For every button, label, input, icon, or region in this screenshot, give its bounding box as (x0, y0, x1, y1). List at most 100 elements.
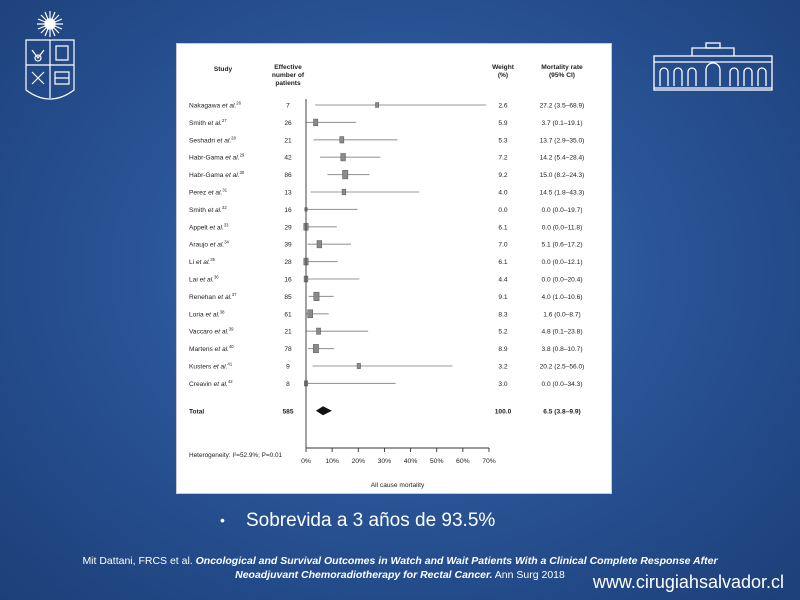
study-weight: 7.0 (498, 242, 507, 249)
study-ci-text: 15.0 (8.2–24.3) (540, 172, 585, 179)
study-ci-text: 1.6 (0.0–8.7) (543, 311, 580, 318)
study-patients: 86 (284, 172, 292, 179)
hospital-building-logo (653, 42, 773, 91)
bullet-marker: • (220, 512, 225, 528)
study-patients: 21 (284, 329, 292, 336)
study-patients: 78 (284, 346, 292, 353)
x-tick-label: 30% (378, 458, 392, 465)
study-point-estimate (316, 327, 321, 335)
study-point-estimate (375, 102, 379, 108)
study-ci-text: 20.2 (2.5–56.0) (540, 364, 585, 371)
university-crest-logo (25, 11, 75, 100)
study-label: Renehan et al.37 (189, 292, 237, 301)
summary-bullet: • Sobrevida a 3 años de 93.5% (220, 510, 640, 540)
study-label: Kusters et al.41 (189, 362, 233, 371)
x-tick-label: 70% (482, 458, 496, 465)
citation: Mit Dattani, FRCS et al. Oncological and… (30, 554, 770, 582)
x-tick-label: 40% (404, 458, 418, 465)
study-label: Smith et al.32 (189, 205, 227, 214)
citation-title-part-2: Neoadjuvant Chemoradiotherapy for Rectal… (235, 569, 493, 581)
study-weight: 5.3 (498, 137, 507, 144)
header-effective-n: patients (275, 80, 301, 87)
header-mortality-rate: (95% CI) (549, 72, 575, 79)
header-mortality-rate: Mortality rate (541, 64, 583, 71)
study-point-estimate (313, 118, 319, 127)
study-ci-text: 3.7 (0.1–19.1) (541, 120, 582, 127)
study-point-estimate (340, 153, 346, 162)
study-weight: 2.6 (498, 103, 507, 110)
header-effective-n: number of (272, 72, 305, 79)
study-point-estimate (313, 344, 319, 354)
x-axis-title: All cause mortality (371, 482, 425, 489)
total-label: Total (189, 408, 204, 415)
pooled-estimate-diamond (315, 406, 332, 416)
study-patients: 29 (284, 224, 292, 231)
study-weight: 7.2 (498, 155, 507, 162)
study-label: Araujo et al.34 (189, 240, 230, 249)
study-weight: 4.0 (498, 190, 507, 197)
study-patients: 26 (284, 120, 292, 127)
study-weight: 4.4 (498, 277, 507, 284)
study-point-estimate (339, 136, 345, 144)
x-tick-label: 10% (325, 458, 339, 465)
study-label: Loria et al.38 (189, 309, 225, 318)
study-patients: 61 (284, 311, 292, 318)
study-ci-text: 0.0 (0.0–20.4) (541, 277, 582, 284)
study-ci-text: 0.0 (0.0–11.8) (542, 224, 583, 231)
study-label: Habr-Gama et al.29 (189, 153, 245, 162)
heterogeneity-text: Heterogeneity: I²=52.9%; P=0.01 (189, 452, 283, 459)
study-weight: 3.0 (498, 381, 507, 388)
study-patients: 9 (286, 364, 290, 371)
study-point-estimate (316, 240, 322, 249)
study-label: Habr-Gama et al.30 (189, 170, 245, 179)
study-label: Seshadri et al.28 (189, 135, 236, 144)
citation-line-2: Neoadjuvant Chemoradiotherapy for Rectal… (30, 568, 770, 582)
citation-line-1: Mit Dattani, FRCS et al. Oncological and… (30, 554, 770, 568)
study-label: Martens et al.40 (189, 344, 234, 353)
study-patients: 21 (284, 137, 292, 144)
header-weight: Weight (492, 64, 515, 71)
study-patients: 28 (284, 259, 292, 266)
forest-plot-panel: Study Effective number of patients Weight (%)… (176, 43, 612, 494)
study-weight: 6.1 (498, 259, 507, 266)
study-weight: 9.2 (498, 172, 507, 179)
study-patients: 8 (286, 381, 290, 388)
bullet-text: Sobrevida a 3 años de 93.5% (246, 510, 496, 531)
study-weight: 5.2 (498, 329, 507, 336)
study-point-estimate (356, 363, 361, 369)
header-weight: (%) (498, 72, 508, 79)
study-point-estimate (313, 291, 320, 301)
total-weight: 100.0 (495, 408, 512, 415)
study-ci-text: 3.8 (0.8–10.7) (541, 346, 582, 353)
total-ci-text: 6.5 (3.8–9.9) (543, 408, 580, 415)
study-label: Creavin et al.42 (189, 379, 233, 388)
study-label: Appelt et al.33 (189, 222, 229, 231)
study-label: Lai et al.36 (189, 275, 219, 284)
study-patients: 39 (284, 242, 292, 249)
study-patients: 7 (286, 103, 290, 110)
citation-authors: Mit Dattani, FRCS et al. (82, 555, 193, 567)
x-tick-label: 50% (430, 458, 444, 465)
study-point-estimate (342, 170, 349, 180)
website-url[interactable]: www.cirugiahsalvador.cl (592, 572, 784, 592)
x-tick-label: 60% (456, 458, 470, 465)
study-ci-text: 0.0 (0.0–12.1) (541, 259, 582, 266)
study-ci-text: 27.2 (3.5–68.9) (540, 103, 585, 110)
study-weight: 0.0 (498, 207, 507, 214)
study-patients: 42 (284, 155, 292, 162)
study-weight: 3.2 (498, 364, 507, 371)
study-label: Smith et al.27 (189, 118, 227, 127)
study-weight: 8.9 (498, 346, 507, 353)
study-ci-text: 5.1 (0.6–17.2) (541, 242, 582, 249)
study-ci-text: 14.5 (1.8–43.3) (540, 190, 585, 197)
header-study: Study (214, 66, 233, 73)
study-label: Li et al.35 (189, 257, 216, 266)
study-patients: 85 (284, 294, 292, 301)
study-weight: 9.1 (498, 294, 507, 301)
study-weight: 8.3 (498, 311, 507, 318)
study-patients: 13 (284, 190, 292, 197)
study-ci-text: 14.2 (5.4–28.4) (540, 155, 585, 162)
study-point-estimate (307, 309, 313, 319)
citation-title-part-1: Oncological and Survival Outcomes in Wat… (195, 555, 718, 567)
